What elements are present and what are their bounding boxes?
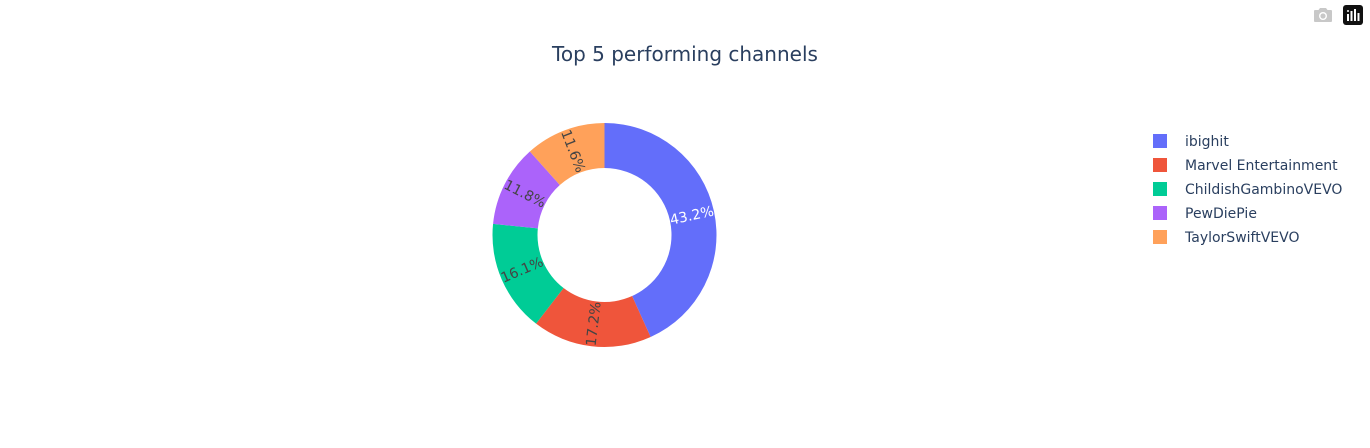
legend-label: TaylorSwiftVEVO [1184, 230, 1299, 246]
legend-item-marvel-entertainment[interactable]: Marvel Entertainment [1153, 158, 1338, 174]
legend-swatch [1153, 134, 1167, 148]
slice-childishgambinovevo[interactable] [492, 223, 564, 324]
legend-swatch [1153, 206, 1167, 220]
chart-title: Top 5 performing channels [551, 42, 818, 66]
legend-item-taylorswiftvevo[interactable]: TaylorSwiftVEVO [1153, 230, 1299, 246]
slice-pewdiepie[interactable] [493, 151, 560, 229]
legend-swatch [1153, 230, 1167, 244]
legend-label: ibighit [1185, 134, 1229, 150]
legend-label: ChildishGambinoVEVO [1185, 182, 1342, 198]
legend-item-pewdiepie[interactable]: PewDiePie [1153, 206, 1257, 222]
slice-marvel-entertainment[interactable] [536, 288, 651, 348]
donut-slices [492, 123, 717, 348]
slice-ibighit[interactable] [604, 123, 717, 338]
legend-item-childishgambinovevo[interactable]: ChildishGambinoVEVO [1153, 182, 1342, 198]
legend: ibighit Marvel Entertainment ChildishGambi… [1153, 134, 1342, 246]
plotly-logo-icon[interactable] [1342, 4, 1364, 26]
slice-taylorswiftvevo[interactable] [529, 123, 605, 186]
slice-label-marvel-entertainment: 17.2% [584, 301, 605, 347]
legend-label: Marvel Entertainment [1185, 158, 1338, 174]
legend-label: PewDiePie [1185, 206, 1257, 222]
legend-swatch [1153, 158, 1167, 172]
legend-swatch [1153, 182, 1167, 196]
camera-icon[interactable] [1312, 4, 1334, 26]
modebar [1312, 4, 1364, 26]
legend-item-ibighit[interactable]: ibighit [1153, 134, 1229, 150]
